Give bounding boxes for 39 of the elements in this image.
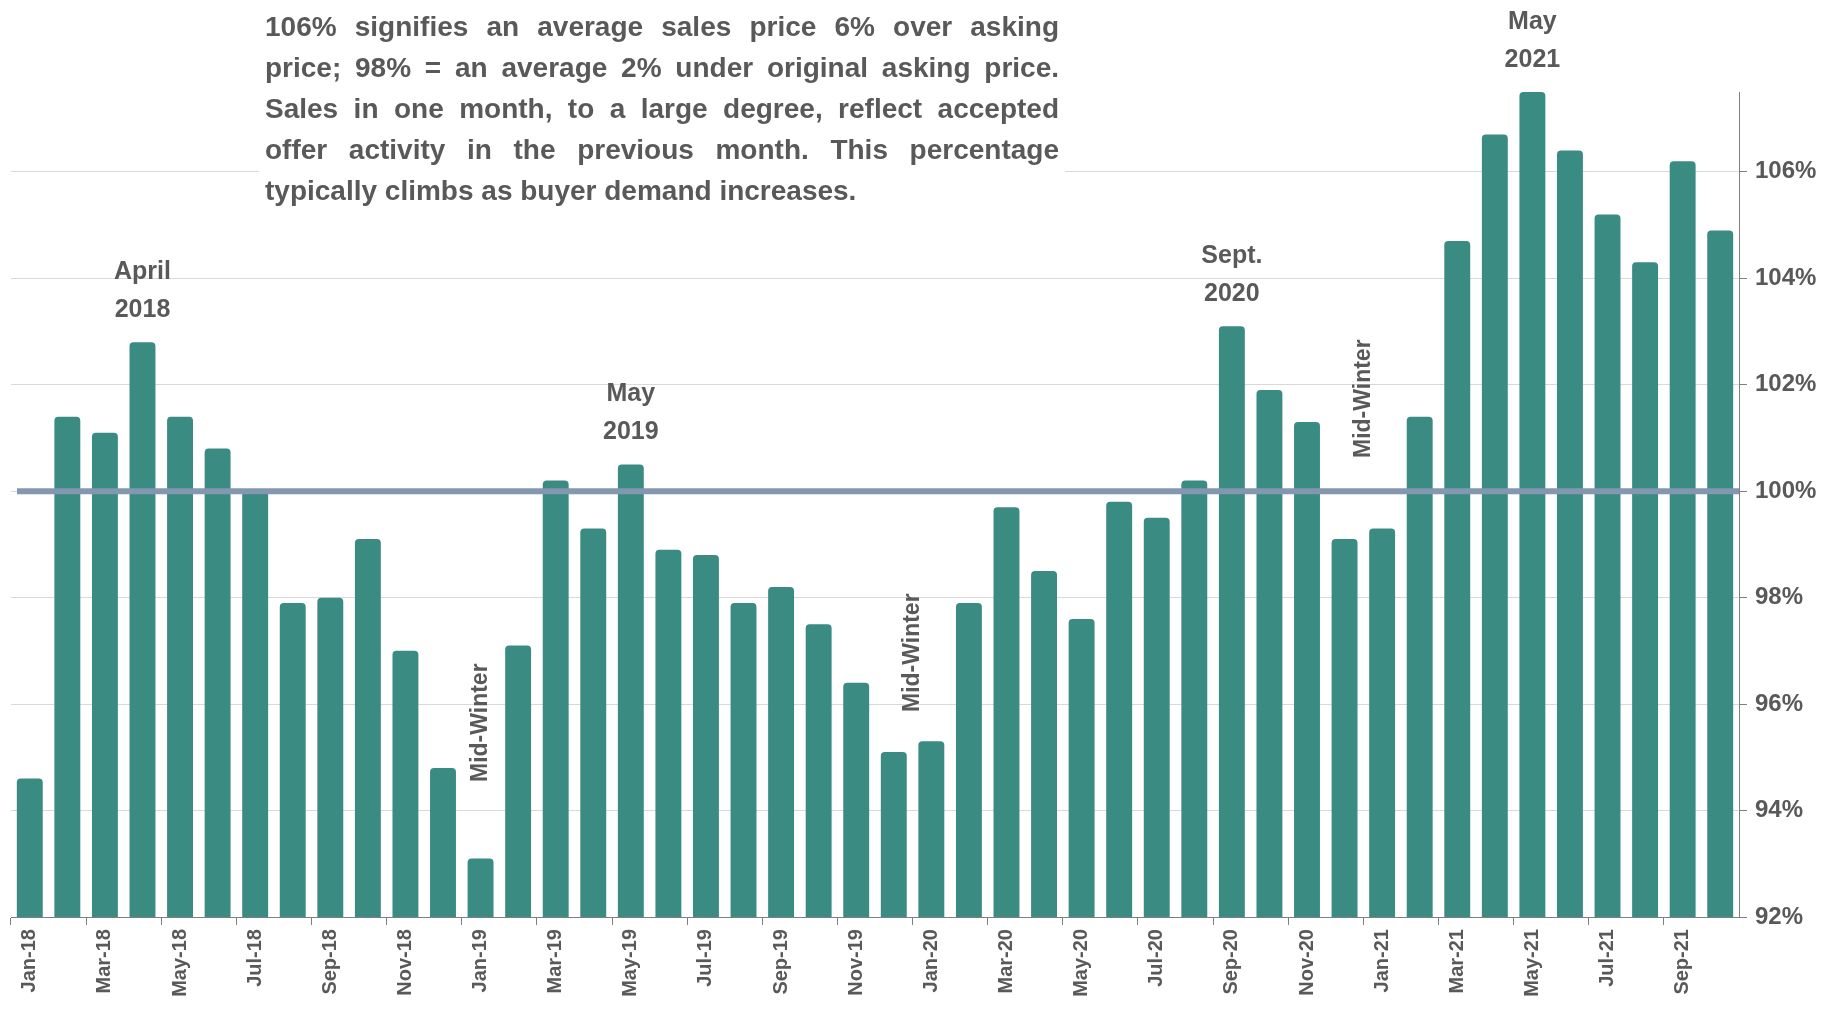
x-tick-label: Sep-20 bbox=[1219, 929, 1242, 995]
annotation: Sept. 2020 bbox=[1201, 240, 1263, 307]
annotation: Mid-Winter bbox=[897, 593, 924, 712]
y-tick-label: 104% bbox=[1755, 262, 1817, 290]
x-tick-label: Jul-19 bbox=[693, 929, 716, 987]
y-tick-label: 98% bbox=[1755, 582, 1804, 610]
x-tick-label: May-21 bbox=[1519, 929, 1542, 997]
x-tick-label: Mar-21 bbox=[1444, 929, 1467, 994]
annotation: April 2018 bbox=[114, 256, 171, 323]
x-tick-label: Jul-20 bbox=[1144, 929, 1167, 987]
x-tick-label: Jul-21 bbox=[1595, 929, 1618, 987]
x-tick-label: Jan-19 bbox=[468, 929, 491, 993]
x-tick-label: May-18 bbox=[167, 929, 190, 997]
x-tick-label: Sep-18 bbox=[317, 929, 340, 995]
annotation: May 2019 bbox=[603, 378, 659, 445]
x-tick-label: Jan-21 bbox=[1369, 929, 1392, 993]
y-tick-label: 96% bbox=[1755, 688, 1804, 716]
x-tick-label: Mar-20 bbox=[993, 929, 1016, 994]
annotation: Mid-Winter bbox=[465, 663, 492, 782]
x-tick-label: May-20 bbox=[1069, 929, 1092, 997]
x-tick-label: Nov-18 bbox=[392, 929, 415, 996]
x-tick-label: Nov-19 bbox=[843, 929, 866, 996]
x-tick-label: Mar-18 bbox=[92, 929, 115, 994]
x-tick-label: Sep-19 bbox=[768, 929, 791, 995]
x-tick-label: Jul-18 bbox=[242, 929, 265, 987]
x-tick-label: Mar-19 bbox=[543, 929, 566, 994]
x-tick-label: Nov-20 bbox=[1294, 929, 1317, 996]
y-tick-label: 100% bbox=[1755, 475, 1817, 503]
y-tick-label: 106% bbox=[1755, 156, 1817, 184]
annotation: 106% signifies an average sales price 6% over asking price; 98% = an average 2% under original asking price. Sales in one month, to a large degree, reflect accepted offer activity in the previous month. This percentage typically climbs as buyer demand increases. bbox=[259, 6, 1065, 211]
annotation: Mid-Winter bbox=[1348, 339, 1375, 458]
y-tick-label: 94% bbox=[1755, 795, 1804, 823]
y-tick-label: 102% bbox=[1755, 369, 1817, 397]
x-tick-label: May-19 bbox=[618, 929, 641, 997]
x-tick-label: Jan-18 bbox=[17, 929, 40, 993]
y-tick-label: 92% bbox=[1755, 901, 1804, 929]
x-tick-label: Sep-21 bbox=[1670, 929, 1693, 995]
x-tick-label: Jan-20 bbox=[918, 929, 941, 993]
text: May 2021 bbox=[1504, 5, 1561, 72]
